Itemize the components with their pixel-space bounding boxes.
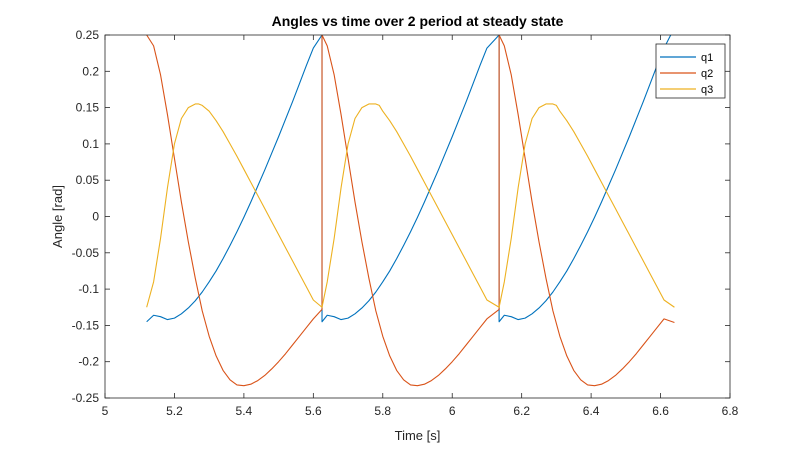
- x-tick-label: 5.6: [305, 404, 322, 418]
- x-tick-label: 5.4: [236, 404, 253, 418]
- y-tick-label: 0.25: [76, 28, 100, 42]
- y-tick-label: 0.15: [76, 101, 100, 115]
- series-line-q2: [146, 35, 675, 387]
- x-tick-label: 5.8: [374, 404, 391, 418]
- legend-label-q1: q1: [701, 52, 713, 64]
- y-tick-label: -0.25: [72, 391, 100, 405]
- series-line-q1: [146, 35, 672, 323]
- legend-label-q3: q3: [701, 84, 713, 96]
- x-tick-label: 6.8: [722, 404, 739, 418]
- y-axis-label: Angle [rad]: [50, 185, 65, 248]
- y-tick-label: 0.2: [82, 64, 99, 78]
- x-axis-label: Time [s]: [395, 428, 441, 443]
- x-tick-label: 6.4: [583, 404, 600, 418]
- series-line-q3: [146, 103, 675, 308]
- x-tick-label: 5: [102, 404, 109, 418]
- legend: q1 q2 q3: [655, 43, 726, 99]
- y-tick-label: 0: [92, 210, 99, 224]
- x-tick-label: 6.2: [513, 404, 530, 418]
- legend-box: [655, 43, 726, 99]
- y-tick-label: 0.05: [76, 173, 100, 187]
- y-tick-label: -0.15: [72, 318, 100, 332]
- y-tick-label: -0.1: [78, 282, 99, 296]
- series-layer: [146, 35, 675, 387]
- legend-entry-q1: q1: [660, 52, 713, 64]
- x-tick-label: 6: [449, 404, 456, 418]
- legend-label-q2: q2: [701, 68, 713, 80]
- y-tick-label: 0.1: [82, 137, 99, 151]
- y-tick-label: -0.05: [72, 246, 100, 260]
- ticks-layer: 5 5.2 5.4 5.6 5.8 6 6.2 6.4 6.6 6.8 -0.25 -0.2 -0.15…: [72, 28, 739, 418]
- y-tick-label: -0.2: [78, 355, 99, 369]
- chart-title: Angles vs time over 2 period at steady s…: [272, 13, 564, 29]
- x-tick-label: 6.6: [652, 404, 669, 418]
- legend-entry-q3: q3: [660, 84, 713, 96]
- legend-entry-q2: q2: [660, 68, 713, 80]
- x-tick-label: 5.2: [166, 404, 183, 418]
